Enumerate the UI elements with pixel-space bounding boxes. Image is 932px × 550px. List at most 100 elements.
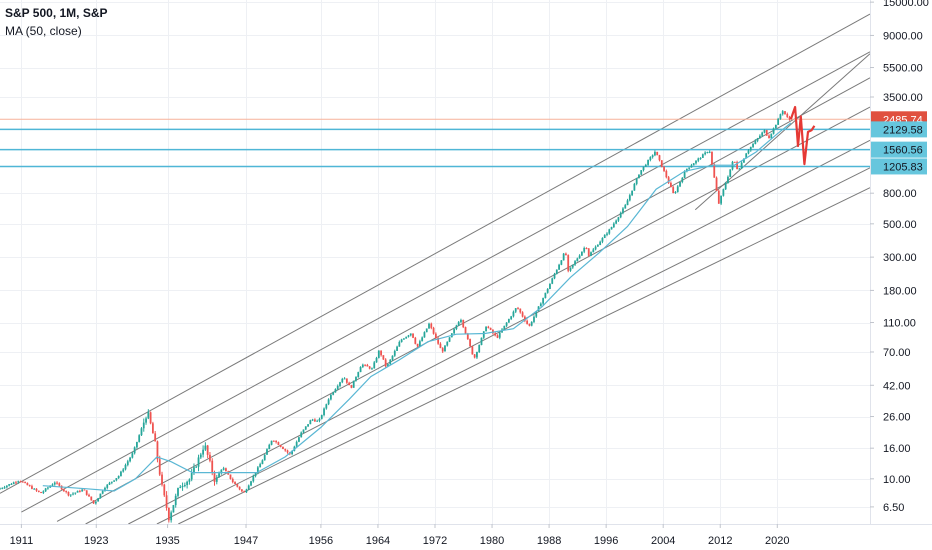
candle-body xyxy=(256,467,259,474)
candle-body xyxy=(606,233,608,235)
candle-body xyxy=(505,322,508,326)
x-tick-label: 1996 xyxy=(594,535,618,547)
channel-line xyxy=(56,77,871,522)
candle-body xyxy=(665,170,668,178)
candle-body xyxy=(596,244,599,247)
candle-body xyxy=(724,183,727,190)
candle-body xyxy=(104,487,106,492)
candle-body xyxy=(733,161,736,163)
candle-body xyxy=(320,415,323,419)
candle-body xyxy=(428,323,430,329)
candle-body xyxy=(58,483,61,486)
y-tick-label: 70.00 xyxy=(883,347,911,359)
projection-path xyxy=(789,105,816,166)
symbol-title[interactable]: S&P 500, 1M, S&P xyxy=(5,6,108,20)
candle-body xyxy=(47,487,49,489)
candle-body xyxy=(615,220,618,224)
price-axis[interactable]: 15000.00 9000.00 5500.00 3500.00 800.00 500.0… xyxy=(870,0,929,514)
price-badge-label: 2129.58 xyxy=(883,124,923,136)
y-tick-label: 6.50 xyxy=(883,502,904,514)
candle-body xyxy=(259,464,262,468)
candle-body xyxy=(658,155,661,161)
candle-body xyxy=(622,208,624,213)
candle-body xyxy=(188,479,191,482)
candle-body xyxy=(391,355,394,360)
candle-body xyxy=(430,323,433,328)
candle-body xyxy=(250,481,252,486)
candle-body xyxy=(512,311,515,317)
candle-body xyxy=(12,482,15,484)
candle-body xyxy=(555,269,558,274)
candle-body xyxy=(473,354,476,358)
candle-body xyxy=(110,481,113,483)
candle-body xyxy=(206,445,209,455)
candle-body xyxy=(503,325,506,330)
candle-body xyxy=(122,469,125,472)
candle-body xyxy=(78,490,81,492)
candle-body xyxy=(270,440,273,445)
candle-body xyxy=(770,133,773,139)
candle-body xyxy=(587,248,590,256)
candle-body xyxy=(384,359,387,367)
candle-body xyxy=(341,378,344,383)
candle-body xyxy=(466,333,469,340)
candle-body xyxy=(382,355,385,360)
candle-body xyxy=(562,253,565,261)
candle-body xyxy=(628,195,631,201)
time-axis[interactable]: 1911 1923 1935 1947 1956 1964 1972 1980 1988 1996… xyxy=(10,524,790,547)
candle-body xyxy=(1,487,4,489)
candle-body xyxy=(0,488,1,490)
candle-body xyxy=(364,364,367,366)
candle-body xyxy=(539,303,542,307)
candle-body xyxy=(713,164,716,178)
candle-body xyxy=(339,382,341,386)
candle-body xyxy=(94,501,97,504)
channel-line xyxy=(156,167,871,525)
candle-body xyxy=(715,177,718,191)
candle-body xyxy=(126,461,129,465)
candle-body xyxy=(418,341,421,347)
candle-body xyxy=(387,364,389,367)
candle-body xyxy=(115,478,118,481)
candle-body xyxy=(407,335,410,337)
candle-body xyxy=(704,152,707,155)
x-tick-label: 2004 xyxy=(651,535,675,547)
candle-body xyxy=(763,130,766,133)
channel-line xyxy=(694,53,871,211)
candle-body xyxy=(380,350,382,356)
candle-body xyxy=(245,489,248,493)
candle-body xyxy=(327,399,330,405)
indicator-label[interactable]: MA (50, close) xyxy=(5,24,82,38)
candle-body xyxy=(453,329,456,334)
candle-body xyxy=(412,333,414,338)
candle-body xyxy=(485,326,487,332)
candle-body xyxy=(533,316,535,322)
candle-body xyxy=(106,484,109,488)
candle-body xyxy=(325,404,328,409)
candle-body xyxy=(487,326,490,328)
candle-body xyxy=(8,484,11,486)
candle-body xyxy=(136,441,138,448)
y-tick-label: 26.00 xyxy=(883,412,911,424)
candle-body xyxy=(167,508,170,521)
candle-body xyxy=(416,343,419,347)
candle-body xyxy=(654,151,656,156)
candle-body xyxy=(311,419,314,421)
candle-body xyxy=(149,412,152,424)
candle-body xyxy=(62,489,65,491)
candle-body xyxy=(92,500,95,504)
candle-body xyxy=(432,327,435,334)
candle-body xyxy=(464,327,467,334)
candle-body xyxy=(129,457,131,462)
candle-body xyxy=(161,474,163,485)
candle-body xyxy=(261,460,264,465)
candle-body xyxy=(722,189,725,196)
candle-body xyxy=(195,466,198,468)
candle-body xyxy=(754,140,757,144)
projection-line xyxy=(789,105,816,166)
candle-body xyxy=(768,135,770,139)
candle-body xyxy=(81,489,84,492)
candle-body xyxy=(179,486,182,489)
